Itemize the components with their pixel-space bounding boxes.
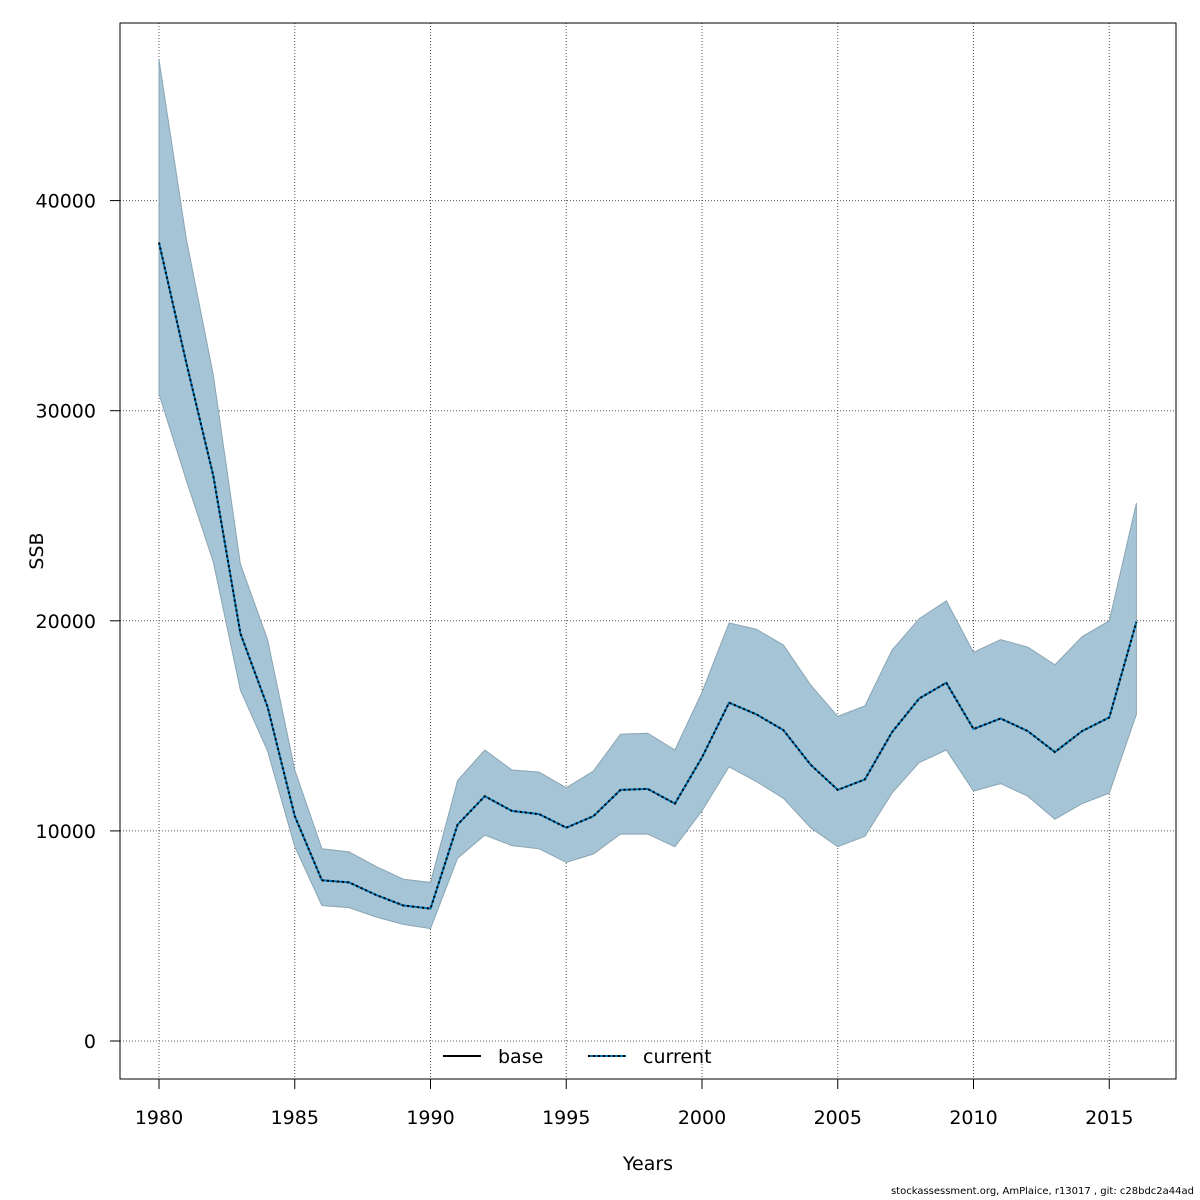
x-tick-label-1990: 1990 — [406, 1107, 454, 1129]
x-tick-label-1995: 1995 — [542, 1107, 590, 1129]
x-axis: 1980 1985 1990 1995 2000 2005 2010 2015 — [135, 1078, 1133, 1129]
legend-label-base: base — [498, 1046, 543, 1068]
y-tick-label-0: 0 — [84, 1031, 96, 1053]
confidence-band-group — [158, 59, 1137, 930]
x-tick-label-2010: 2010 — [949, 1107, 997, 1129]
x-tick-label-2005: 2005 — [814, 1107, 862, 1129]
x-tick-label-1980: 1980 — [135, 1107, 183, 1129]
x-axis-title: Years — [622, 1153, 673, 1175]
footer-credit: stockassessment.org, AmPlaice, r13017 , … — [890, 1186, 1194, 1197]
y-tick-label-40000: 40000 — [36, 191, 96, 213]
series-line-current-color — [158, 242, 1138, 910]
y-axis: 0 10000 20000 30000 40000 — [36, 191, 121, 1053]
x-tick-label-2015: 2015 — [1085, 1107, 1133, 1129]
legend-label-current: current — [643, 1046, 712, 1068]
y-axis-title: SSB — [26, 532, 48, 569]
series-lines — [158, 242, 1138, 910]
y-tick-label-30000: 30000 — [36, 401, 96, 423]
confidence-band — [158, 59, 1137, 930]
x-tick-label-2000: 2000 — [678, 1107, 726, 1129]
legend: base current — [443, 1046, 712, 1068]
y-tick-label-10000: 10000 — [36, 821, 96, 843]
x-tick-label-1985: 1985 — [271, 1107, 319, 1129]
y-tick-label-20000: 20000 — [36, 611, 96, 633]
